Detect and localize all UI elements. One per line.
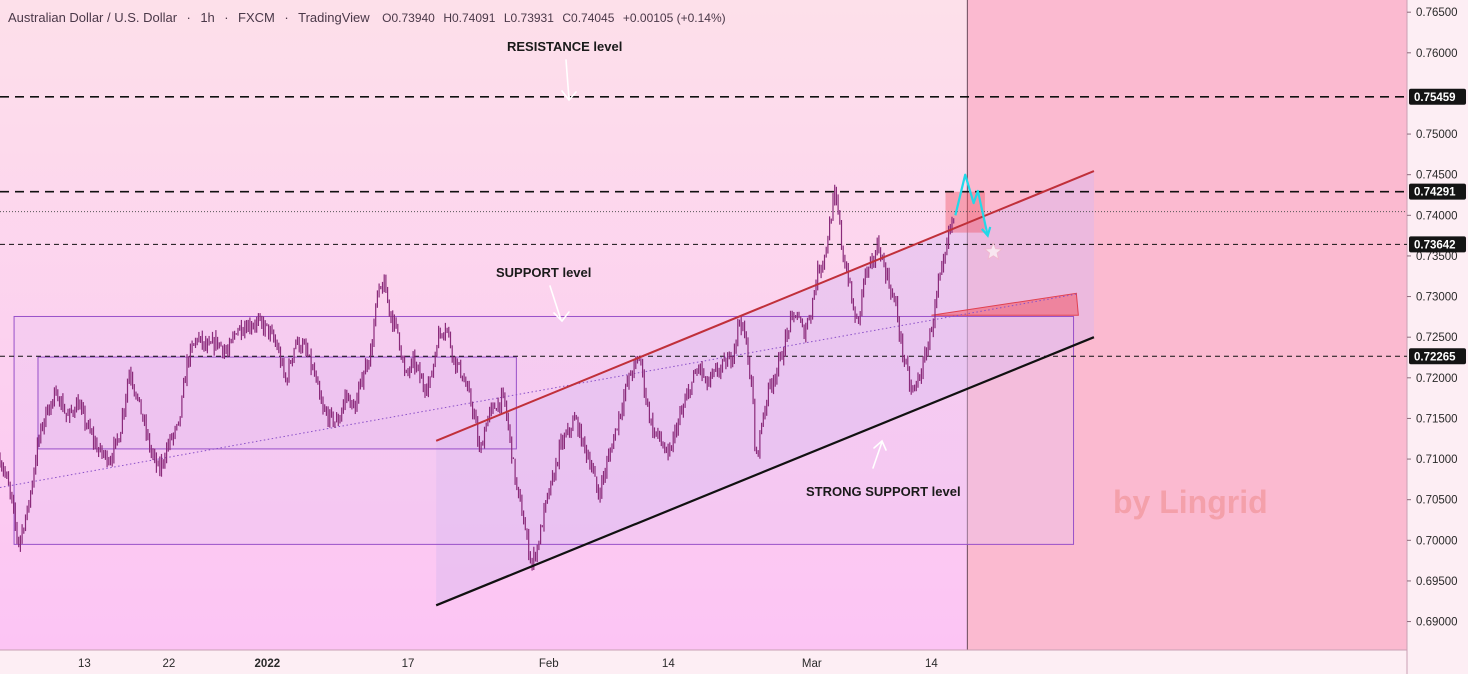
x-tick-label: 17 bbox=[402, 658, 415, 670]
y-tick-label: 0.69500 bbox=[1416, 576, 1458, 588]
range-box bbox=[37, 356, 517, 450]
x-tick-label: 22 bbox=[162, 658, 175, 670]
chart-legend: Australian Dollar / U.S. Dollar · 1h · F… bbox=[8, 9, 726, 26]
forecast-path bbox=[954, 173, 989, 236]
y-tick-label: 0.75000 bbox=[1416, 129, 1458, 141]
y-tick-label: 0.73000 bbox=[1416, 292, 1458, 304]
support-zone bbox=[931, 292, 1079, 316]
change-value: +0.00105 (+0.14%) bbox=[623, 11, 726, 25]
y-tick-label: 0.72500 bbox=[1416, 332, 1458, 344]
watermark: by Lingrid bbox=[1113, 484, 1268, 520]
open-value: 0.73940 bbox=[391, 11, 435, 25]
time-axis[interactable]: 13 22 2022 17 Feb 14 Mar 14 bbox=[78, 658, 938, 670]
x-tick-label: 2022 bbox=[255, 658, 281, 670]
x-tick-label: 14 bbox=[925, 658, 938, 670]
y-tick-label: 0.70500 bbox=[1416, 495, 1458, 507]
x-tick-label: Mar bbox=[802, 658, 822, 670]
price-axis[interactable]: 0.76500 0.76000 0.75000 0.74500 0.74000 0.735… bbox=[1407, 7, 1458, 629]
high-value: 0.74091 bbox=[452, 11, 496, 25]
y-tick-label: 0.73500 bbox=[1416, 251, 1458, 263]
y-tick-label: 0.74000 bbox=[1416, 210, 1458, 222]
forecast-arrowhead-icon bbox=[980, 226, 992, 238]
x-tick-label: 13 bbox=[78, 658, 91, 670]
close-value: 0.74045 bbox=[571, 11, 615, 25]
price-badge-label: 0.74291 bbox=[1414, 187, 1456, 199]
forecast bbox=[954, 173, 1004, 261]
price-badge bbox=[1409, 236, 1466, 253]
low-value: 0.73931 bbox=[511, 11, 555, 25]
strong-support-label: STRONG SUPPORT level bbox=[806, 484, 961, 499]
target-star-icon bbox=[983, 241, 1004, 261]
price-badge-label: 0.75459 bbox=[1414, 92, 1456, 104]
interval: 1h bbox=[200, 10, 214, 25]
y-tick-label: 0.69000 bbox=[1416, 617, 1458, 629]
forecast-zone bbox=[967, 0, 1407, 650]
resistance-label: RESISTANCE level bbox=[507, 39, 622, 54]
strong-support-trendline bbox=[435, 336, 1095, 607]
support-label: SUPPORT level bbox=[496, 265, 591, 280]
resistance-arrow-icon bbox=[561, 59, 577, 102]
annotation-arrows bbox=[549, 59, 887, 469]
x-tick-label: Feb bbox=[539, 658, 559, 670]
price-badges: 0.75459 0.74291 0.73642 0.72265 bbox=[1409, 88, 1466, 365]
price-badge bbox=[1409, 88, 1466, 105]
price-badge bbox=[1409, 348, 1466, 365]
exchange: FXCM bbox=[238, 10, 275, 25]
y-tick-label: 0.70000 bbox=[1416, 535, 1458, 547]
strong-support-arrow-icon bbox=[872, 439, 887, 469]
price-badge-label: 0.73642 bbox=[1414, 239, 1456, 251]
symbol-name: Australian Dollar / U.S. Dollar bbox=[8, 10, 178, 25]
support-arrow-icon bbox=[549, 285, 570, 323]
platform: TradingView bbox=[298, 10, 370, 25]
time-axis-background bbox=[0, 650, 1407, 674]
candles bbox=[0, 184, 955, 571]
price-axis-background bbox=[1407, 0, 1468, 674]
x-tick-label: 14 bbox=[662, 658, 675, 670]
price-badge-label: 0.72265 bbox=[1414, 351, 1456, 363]
y-tick-label: 0.71000 bbox=[1416, 454, 1458, 466]
price-badge bbox=[1409, 183, 1466, 200]
y-tick-label: 0.71500 bbox=[1416, 413, 1458, 425]
horizontal-levels bbox=[0, 95, 1407, 357]
y-tick-label: 0.74500 bbox=[1416, 170, 1458, 182]
y-tick-label: 0.76000 bbox=[1416, 48, 1458, 60]
y-tick-label: 0.76500 bbox=[1416, 7, 1458, 19]
y-tick-label: 0.72000 bbox=[1416, 373, 1458, 385]
